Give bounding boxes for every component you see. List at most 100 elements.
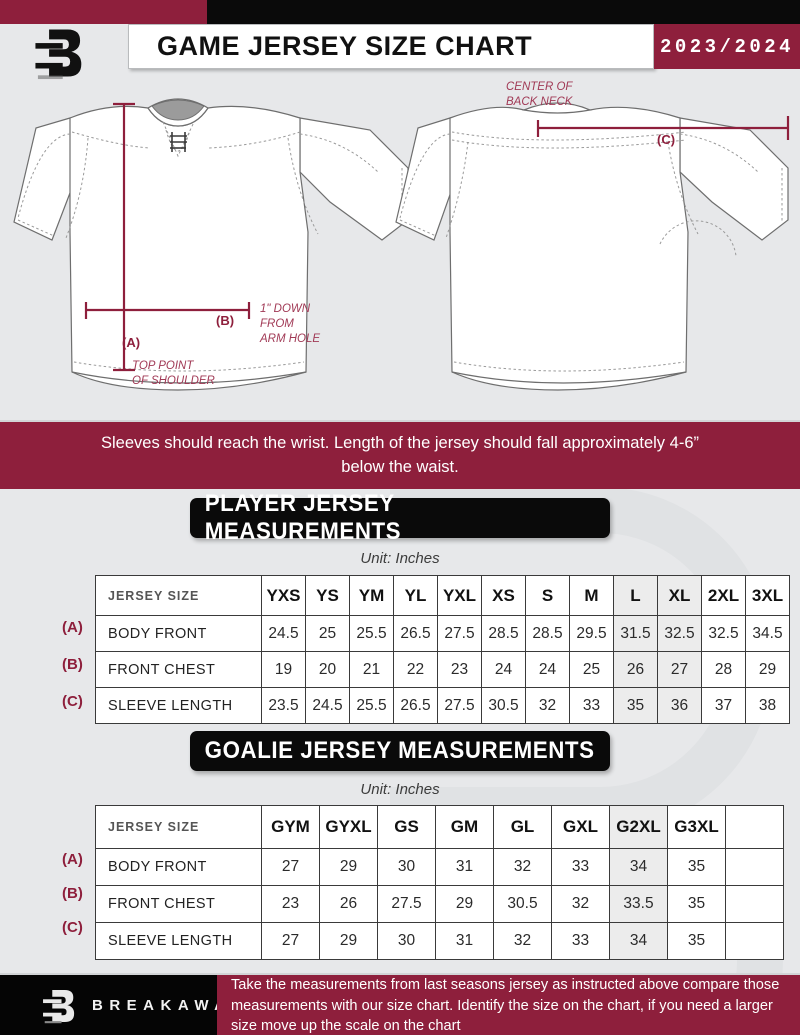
cell-value: 36 — [657, 687, 702, 724]
footer-instructions-text: Take the measurements from last seasons … — [231, 976, 780, 1035]
page-title-text: GAME JERSEY SIZE CHART — [157, 31, 533, 61]
column-header-gs: GS — [377, 805, 436, 849]
column-header-gyxl: GYXL — [319, 805, 378, 849]
cell-value: 29 — [319, 922, 378, 960]
cell-value: 32 — [525, 687, 570, 724]
column-header-ym: YM — [349, 575, 394, 616]
page-footer: BREAKAWAY Take the measurements from las… — [0, 973, 800, 1035]
season-text: 2023/2024 — [659, 35, 795, 58]
cell-value: 31 — [435, 848, 494, 886]
cell-value: 35 — [667, 885, 726, 923]
cell-value: 26 — [319, 885, 378, 923]
player-row-marker-c: (C) — [62, 693, 83, 710]
cell-value: 28 — [701, 651, 746, 688]
page-title: GAME JERSEY SIZE CHART — [128, 24, 654, 69]
marker-c-caption-line2: BACK NECK — [506, 96, 574, 108]
cell-value: 34 — [609, 922, 668, 960]
column-header-xs: XS — [481, 575, 526, 616]
goalie-row-marker-c: (C) — [62, 919, 83, 936]
goalie-row-marker-a: (A) — [62, 851, 83, 868]
table-header-row: JERSEY SIZE YXS YS YM YL YXL XS S M L XL 2XL 3XL — [95, 575, 790, 616]
column-header-3xl: 3XL — [745, 575, 790, 616]
cell-value: 34 — [609, 848, 668, 886]
cell-value — [725, 922, 784, 960]
table-row: SLEEVE LENGTH 23.5 24.5 25.5 26.5 27.5 30.5 32 3… — [95, 687, 790, 724]
header-logo — [0, 24, 128, 80]
cell-value: 27 — [657, 651, 702, 688]
cell-value: 25 — [305, 615, 350, 652]
cell-value: 29 — [435, 885, 494, 923]
cell-value: 28.5 — [525, 615, 570, 652]
goalie-unit-label: Unit: Inches — [360, 781, 440, 798]
cell-value: 32.5 — [701, 615, 746, 652]
column-header-ys: YS — [305, 575, 350, 616]
breakaway-b-logo-icon — [43, 990, 75, 1024]
cell-value: 21 — [349, 651, 394, 688]
row-label-front-chest: FRONT CHEST — [95, 885, 262, 923]
season-badge: 2023/2024 — [654, 24, 800, 69]
marker-a-caption-line2: OF SHOULDER — [132, 375, 215, 387]
cell-value: 38 — [745, 687, 790, 724]
top-band-black — [207, 0, 800, 24]
cell-value: 25.5 — [349, 687, 394, 724]
table-row: BODY FRONT 27 29 30 31 32 33 34 35 — [95, 848, 784, 886]
cell-value: 33.5 — [609, 885, 668, 923]
cell-value: 20 — [305, 651, 350, 688]
cell-value: 28.5 — [481, 615, 526, 652]
jersey-front-view: (A) TOP POINT OF SHOULDER (B) 1" DOWN FR… — [13, 98, 409, 391]
player-section-heading-text: PLAYER JERSEY MEASUREMENTS — [204, 490, 402, 545]
column-header-gxl: GXL — [551, 805, 610, 849]
marker-b-caption-line3: ARM HOLE — [259, 333, 320, 345]
cell-value — [725, 885, 784, 923]
cell-value: 29 — [319, 848, 378, 886]
marker-c-caption-line1: CENTER OF — [506, 81, 573, 93]
cell-value: 32 — [493, 922, 552, 960]
breakaway-b-logo-icon — [35, 29, 82, 80]
note-text: Sleeves should reach the wrist. Length o… — [101, 433, 699, 476]
cell-value: 33 — [569, 687, 614, 724]
jersey-back-view: (C) CENTER OF BACK NECK — [395, 81, 790, 391]
cell-value: 24 — [481, 651, 526, 688]
cell-value: 23.5 — [261, 687, 306, 724]
top-color-band — [0, 0, 800, 24]
cell-value: 30.5 — [493, 885, 552, 923]
table-row: FRONT CHEST 19 20 21 22 23 24 24 25 26 27 28 29 — [95, 651, 790, 688]
goalie-measurements-table: JERSEY SIZE GYM GYXL GS GM GL GXL G2XL G3XL BODY … — [95, 805, 784, 960]
cell-value: 26 — [613, 651, 658, 688]
marker-b-caption-line1: 1" DOWN — [260, 303, 311, 315]
cell-value: 22 — [393, 651, 438, 688]
table-row: SLEEVE LENGTH 27 29 30 31 32 33 34 35 — [95, 922, 784, 960]
player-section-heading: PLAYER JERSEY MEASUREMENTS — [190, 490, 610, 545]
cell-value: 33 — [551, 848, 610, 886]
player-unit-label: Unit: Inches — [360, 550, 440, 567]
column-header-yxl: YXL — [437, 575, 482, 616]
top-band-maroon — [0, 0, 207, 24]
cell-value: 35 — [613, 687, 658, 724]
column-header-gm: GM — [435, 805, 494, 849]
cell-value: 32 — [551, 885, 610, 923]
row-label-body-front: BODY FRONT — [95, 615, 262, 652]
table-row: FRONT CHEST 23 26 27.5 29 30.5 32 33.5 35 — [95, 885, 784, 923]
cell-value: 32.5 — [657, 615, 702, 652]
column-header-s: S — [525, 575, 570, 616]
cell-value: 27 — [261, 922, 320, 960]
cell-value: 26.5 — [393, 615, 438, 652]
footer-instructions-panel: Take the measurements from last seasons … — [217, 975, 800, 1035]
cell-value: 30 — [377, 922, 436, 960]
goalie-row-marker-b: (B) — [62, 885, 83, 902]
player-measurements-table: JERSEY SIZE YXS YS YM YL YXL XS S M L XL 2XL 3XL BODY… — [95, 575, 790, 724]
marker-a-caption-line1: TOP POINT — [132, 360, 194, 372]
column-header-jersey-size: JERSEY SIZE — [95, 575, 262, 616]
table-row: BODY FRONT 24.5 25 25.5 26.5 27.5 28.5 28.5 29.5… — [95, 615, 790, 652]
cell-value: 31 — [435, 922, 494, 960]
marker-a-label: (A) — [122, 335, 140, 350]
footer-brand-panel: BREAKAWAY — [0, 975, 240, 1035]
marker-c-label: (C) — [657, 132, 675, 147]
marker-b-label: (B) — [216, 313, 234, 328]
column-header-l: L — [613, 575, 658, 616]
note-band: Sleeves should reach the wrist. Length o… — [0, 420, 800, 489]
column-header-jersey-size: JERSEY SIZE — [95, 805, 262, 849]
cell-value: 31.5 — [613, 615, 658, 652]
column-header-m: M — [569, 575, 614, 616]
